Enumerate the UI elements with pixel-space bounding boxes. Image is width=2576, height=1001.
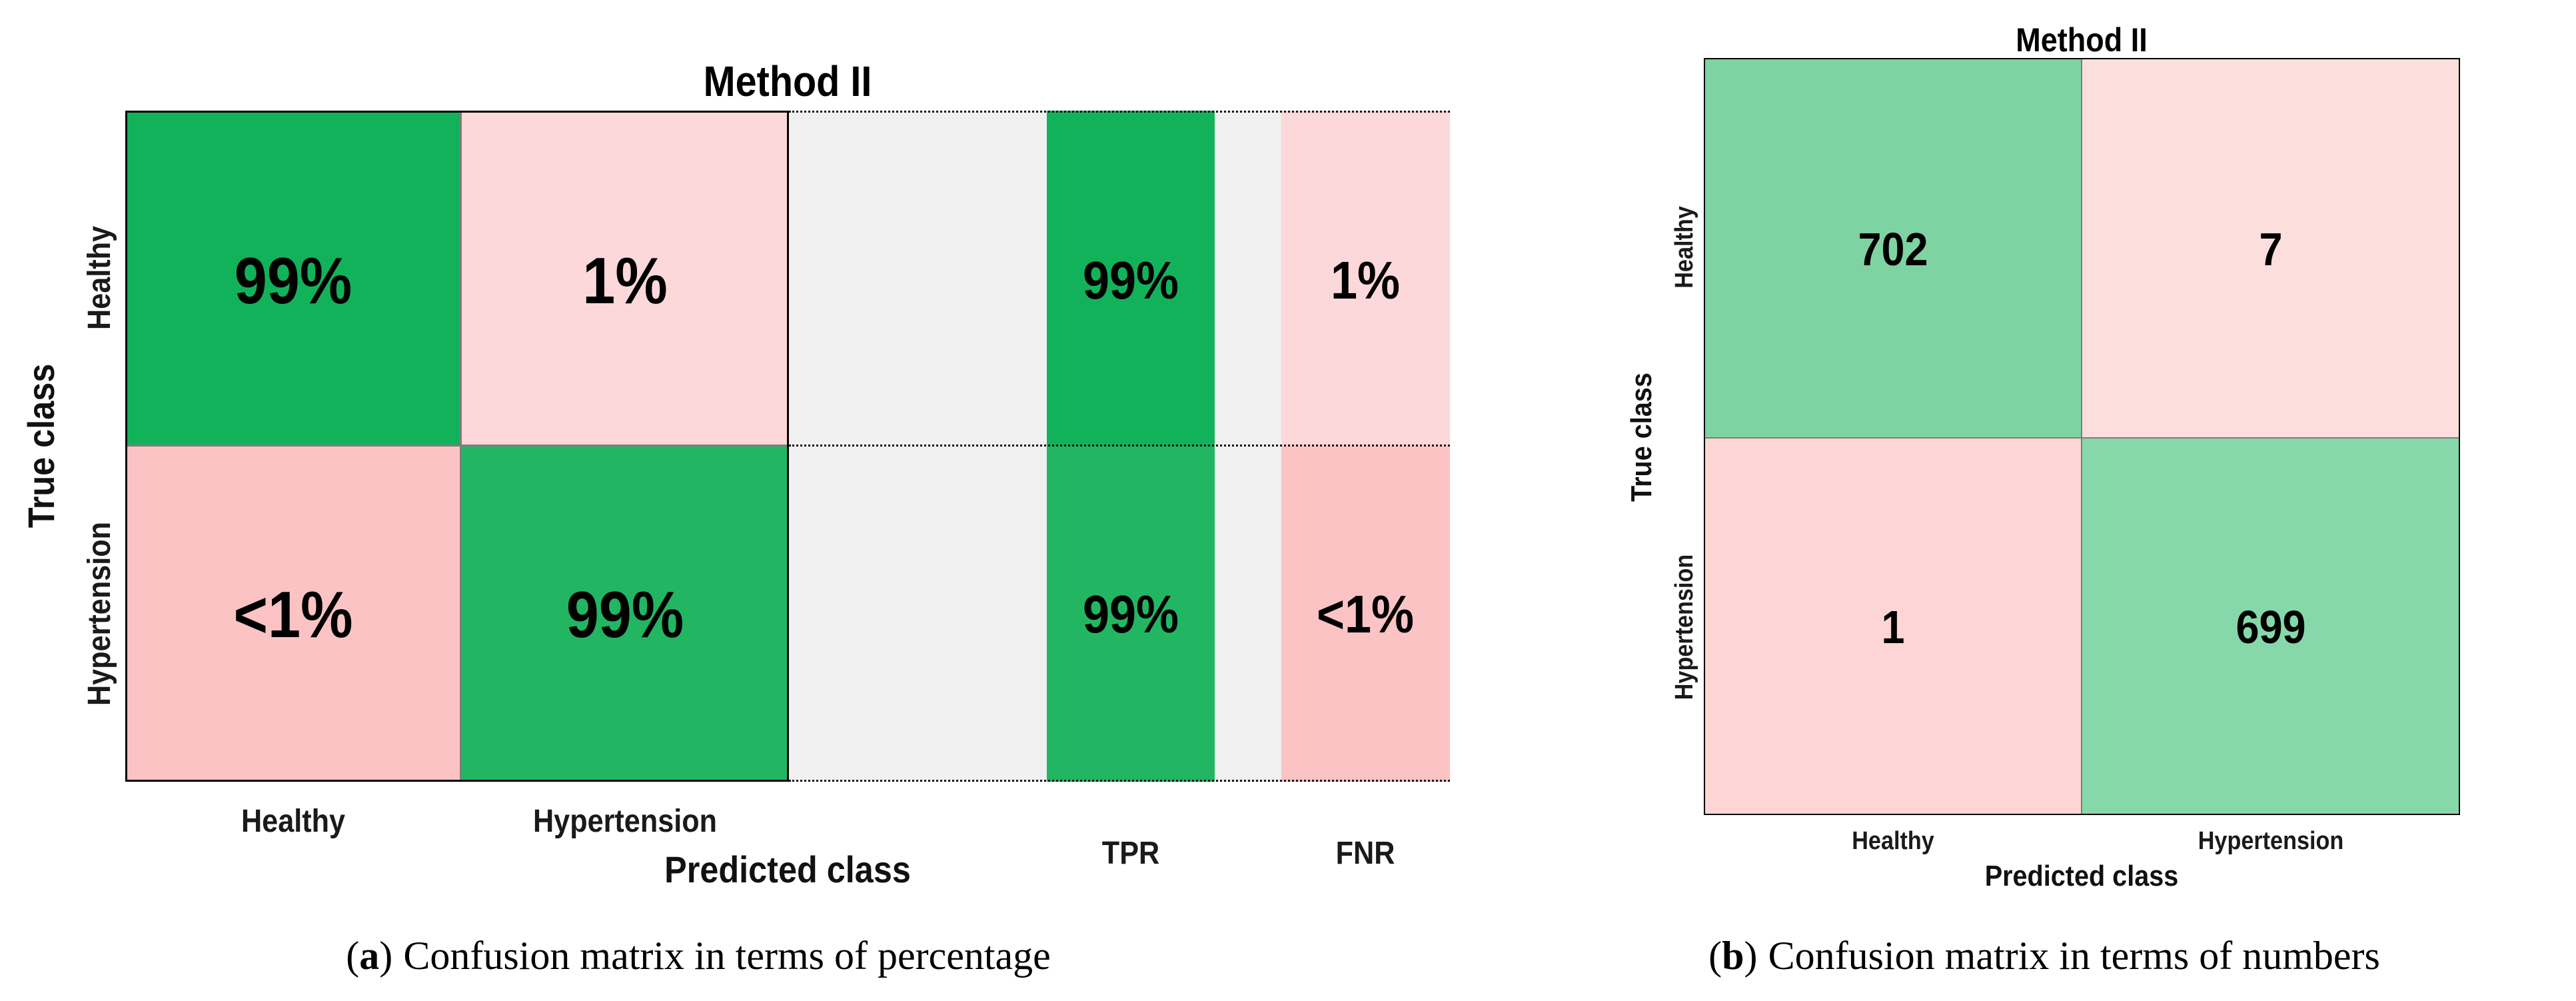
caption-a: (a) Confusion matrix in terms of percenta…	[346, 936, 1051, 976]
fnr-column-label: FNR	[1335, 836, 1395, 871]
cell-a-true-hypertension-pred-hypertension	[460, 446, 789, 782]
caption-a-letter: a	[359, 934, 380, 978]
caption-a-paren-close: )	[379, 934, 393, 978]
cell-a-true-healthy-pred-healthy	[125, 111, 460, 446]
value-a-r2c2: 99%	[566, 578, 684, 651]
caption-b-paren-close: )	[1744, 934, 1758, 978]
value-b-r2c1: 1	[1881, 601, 1905, 653]
panel-a-summary-area	[789, 111, 1450, 782]
panel-b-xlabel: Predicted class	[1984, 860, 2179, 892]
value-b-r1c2: 7	[2259, 223, 2283, 275]
fnr-value-hypertension: <1%	[1316, 584, 1415, 644]
caption-b-letter: b	[1722, 934, 1744, 978]
tpr-value-healthy: 99%	[1082, 251, 1179, 310]
cell-a-true-hypertension-pred-healthy	[125, 446, 460, 782]
panel-a-title: Method II	[703, 57, 872, 105]
tpr-cell-healthy	[1047, 111, 1215, 446]
cell-b-true-hypertension-pred-hypertension	[2082, 438, 2460, 815]
x-tick-a-hypertension: Hypertension	[532, 804, 718, 839]
y-tick-b-healthy: Healthy	[1670, 206, 1698, 289]
caption-a-paren-open: (	[346, 934, 360, 978]
tpr-cell-hypertension	[1047, 446, 1215, 782]
cell-b-true-hypertension-pred-healthy	[1704, 438, 2082, 815]
tpr-value-hypertension: 99%	[1082, 584, 1179, 644]
dotted-row-line	[789, 445, 1450, 447]
y-tick-a-hypertension: Hypertension	[82, 521, 117, 706]
panel-a-ylabel: True class	[20, 363, 62, 528]
value-a-r1c2: 1%	[582, 244, 668, 317]
value-a-r1c1: 99%	[234, 244, 352, 317]
cell-b-true-healthy-pred-hypertension	[2082, 58, 2460, 438]
tpr-column-label: TPR	[1101, 836, 1160, 871]
caption-b-paren-open: (	[1708, 934, 1722, 978]
value-b-r2c2: 699	[2236, 601, 2306, 653]
dotted-bottom-line	[789, 780, 1450, 782]
cell-a-true-healthy-pred-hypertension	[460, 111, 789, 446]
x-tick-b-healthy: Healthy	[1852, 827, 1934, 855]
y-tick-a-healthy: Healthy	[82, 225, 117, 331]
y-tick-b-hypertension: Hypertension	[1670, 554, 1698, 700]
caption-a-text: Confusion matrix in terms of percentage	[403, 934, 1051, 978]
value-b-r1c1: 702	[1858, 223, 1928, 275]
panel-b-title: Method II	[2016, 21, 2148, 59]
panel-a-xlabel: Predicted class	[664, 848, 911, 890]
x-tick-a-healthy: Healthy	[241, 804, 346, 839]
panel-b-matrix	[1704, 58, 2460, 815]
cell-b-true-healthy-pred-healthy	[1704, 58, 2082, 438]
caption-b-text: Confusion matrix in terms of numbers	[1768, 934, 2380, 978]
dotted-top-line	[789, 111, 1450, 113]
x-tick-b-hypertension: Hypertension	[2198, 827, 2344, 855]
caption-b: (b) Confusion matrix in terms of numbers	[1708, 936, 2380, 976]
fnr-value-healthy: 1%	[1330, 251, 1401, 310]
panel-a-matrix	[125, 111, 789, 782]
grid-hline-a	[125, 445, 789, 447]
fnr-cell-hypertension	[1281, 446, 1450, 782]
fnr-cell-healthy	[1281, 111, 1450, 446]
panel-b-ylabel: True class	[1625, 373, 1658, 502]
grid-vline-b	[2081, 58, 2082, 815]
value-a-r2c1: <1%	[233, 578, 353, 651]
grid-hline-b	[1704, 437, 2460, 439]
